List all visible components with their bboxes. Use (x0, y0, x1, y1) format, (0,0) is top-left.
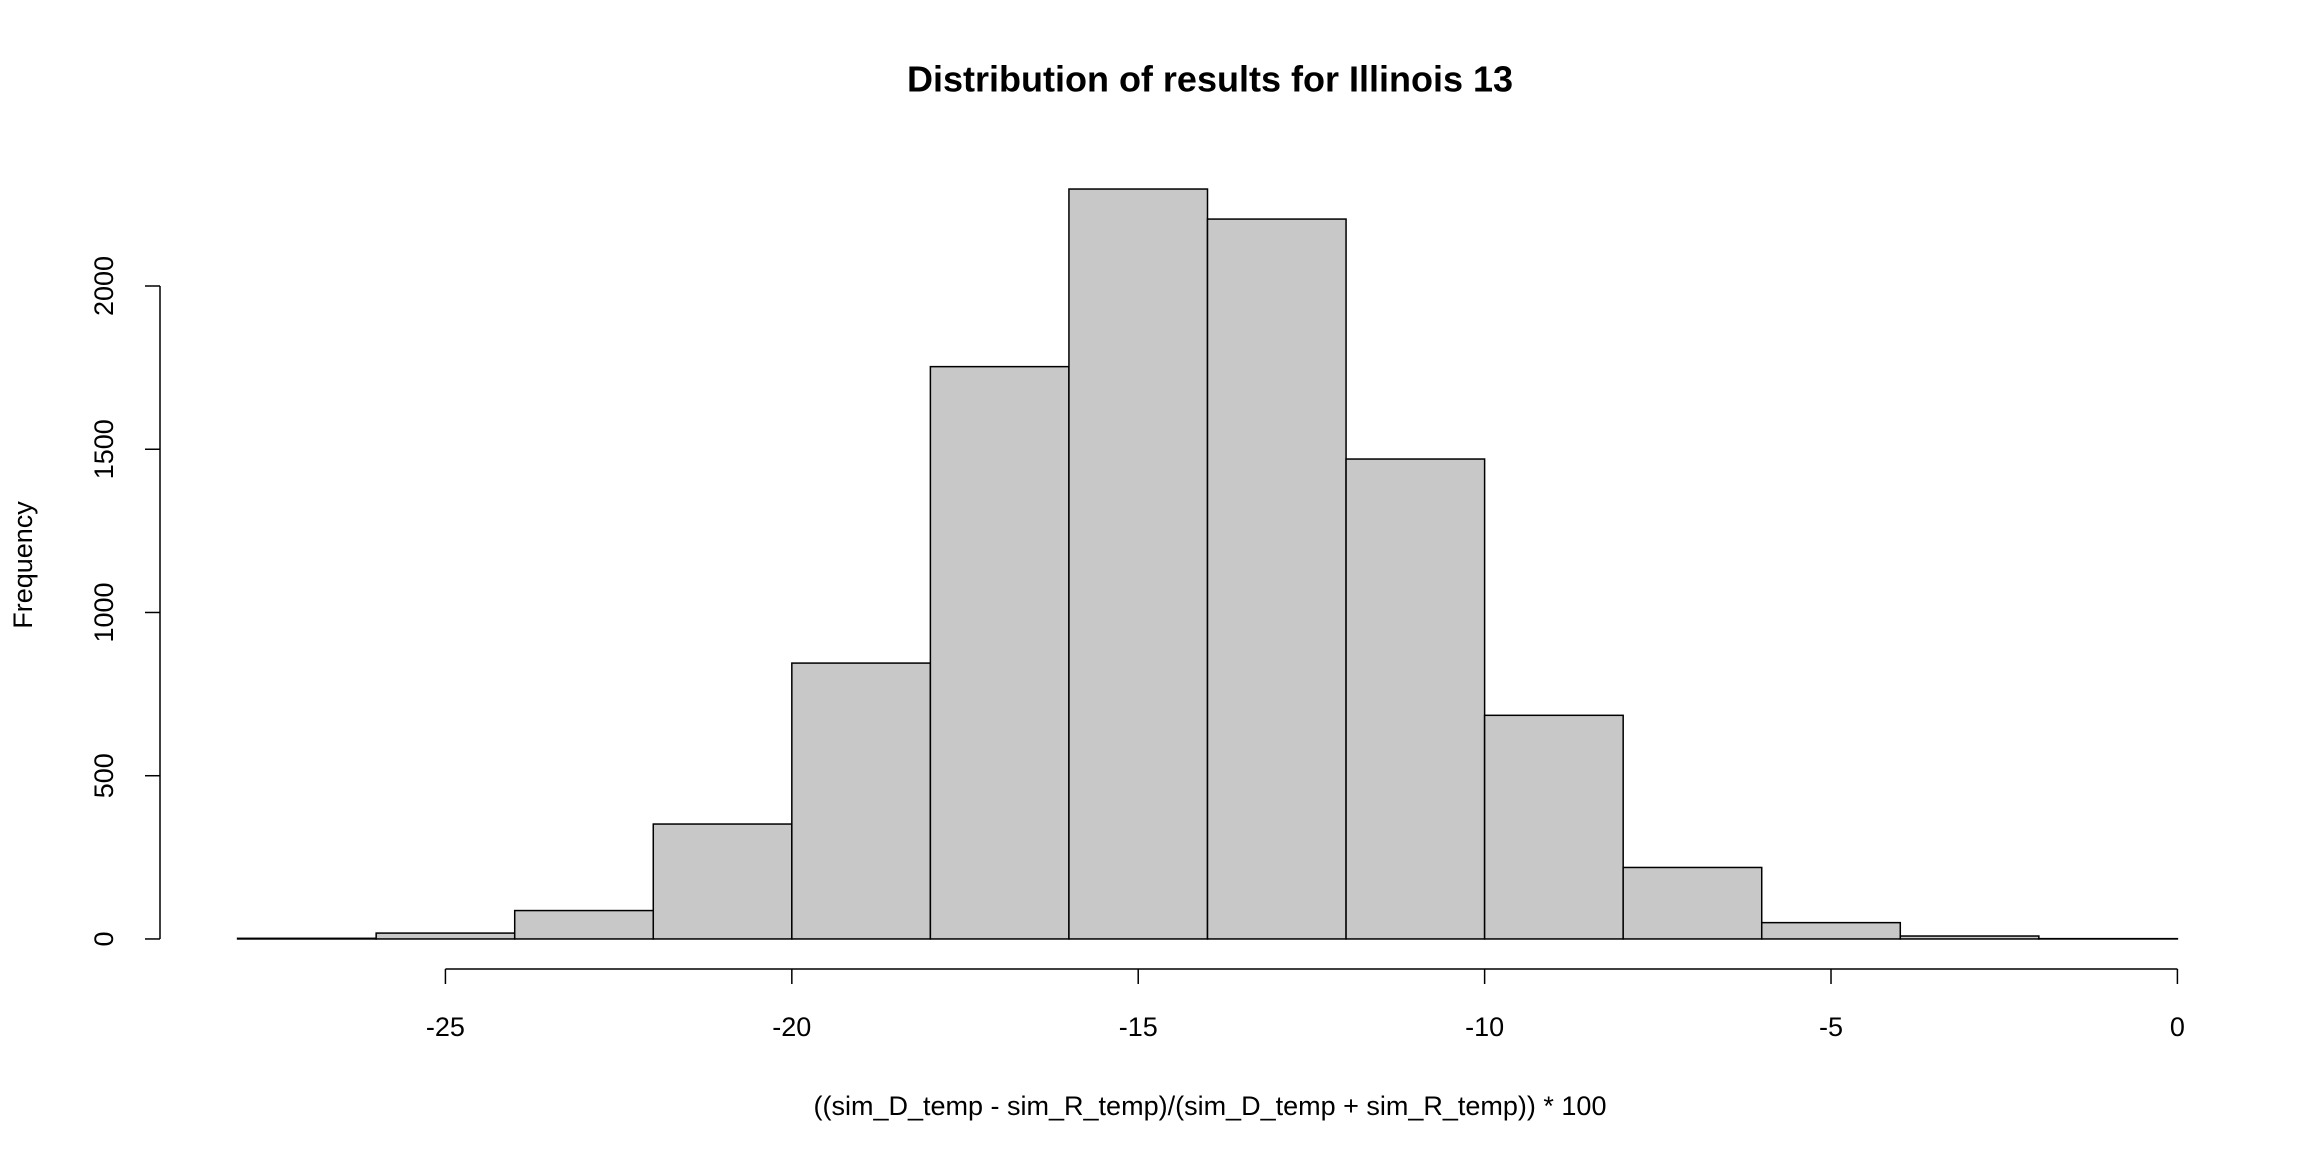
bar (1068, 188, 1209, 940)
y-tick-label: 0 (89, 931, 119, 946)
y-tick-label: 500 (89, 753, 119, 798)
x-tick-label: -25 (426, 1012, 465, 1042)
bar (929, 365, 1070, 940)
y-tick-label: 2000 (89, 256, 119, 316)
x-tick-label: -15 (1119, 1012, 1158, 1042)
bar (1899, 935, 2040, 940)
x-tick-label: -5 (1819, 1012, 1843, 1042)
bar (513, 909, 655, 940)
x-axis-title: ((sim_D_temp - sim_R_temp)/(sim_D_temp +… (814, 1091, 1607, 1121)
x-tick-label: 0 (2170, 1012, 2185, 1042)
bar (1760, 921, 1902, 940)
bar (652, 823, 793, 940)
bar (1345, 458, 1486, 940)
bar (1483, 714, 1624, 940)
bar (236, 937, 377, 940)
y-axis-title: Frequency (8, 501, 38, 629)
bar (375, 932, 516, 940)
y-tick-label: 1000 (89, 582, 119, 642)
bar (1622, 866, 1763, 940)
y-tick-label: 1500 (89, 419, 119, 479)
chart-title: Distribution of results for Illinois 13 (907, 59, 1513, 100)
x-tick-label: -10 (1465, 1012, 1504, 1042)
x-tick-label: -20 (772, 1012, 811, 1042)
bar (791, 662, 932, 940)
bar (1206, 218, 1347, 940)
